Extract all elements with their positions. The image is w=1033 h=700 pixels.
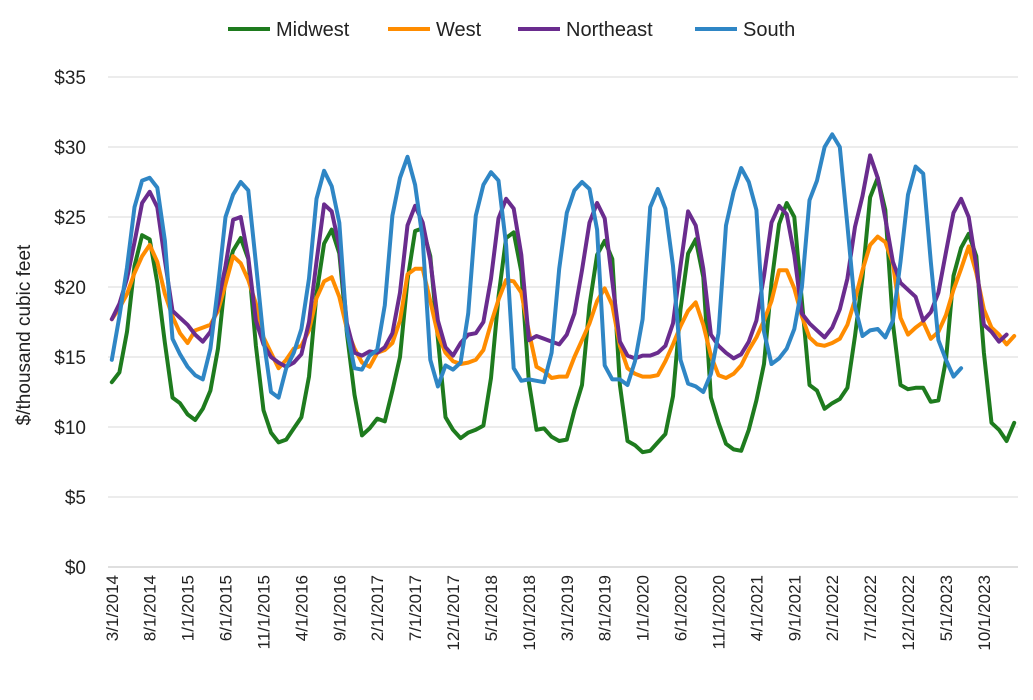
legend-label-midwest: Midwest bbox=[276, 19, 350, 41]
legend-label-south: South bbox=[743, 19, 795, 41]
x-tick-label: 3/1/2019 bbox=[558, 575, 577, 641]
legend-label-northeast: Northeast bbox=[566, 19, 653, 41]
x-tick-label: 10/1/2018 bbox=[520, 575, 539, 651]
gridlines bbox=[108, 76, 1018, 568]
series-midwest-line bbox=[109, 175, 1017, 455]
y-axis-ticks: $0 $5 $10 $15 $20 $25 $30 $35 bbox=[54, 68, 86, 579]
x-tick-label: 4/1/2021 bbox=[747, 575, 766, 641]
legend: Midwest West Northeast South bbox=[228, 19, 795, 41]
x-axis-ticks: 3/1/2014 8/1/2014 1/1/2015 6/1/2015 11/1/201… bbox=[103, 575, 994, 651]
x-tick-label: 2/1/2017 bbox=[368, 575, 387, 641]
x-tick-label: 4/1/2016 bbox=[292, 575, 311, 641]
y-tick-label: $20 bbox=[54, 278, 86, 299]
x-tick-label: 12/1/2022 bbox=[899, 575, 918, 651]
y-tick-label: $35 bbox=[54, 68, 86, 89]
x-tick-label: 9/1/2021 bbox=[785, 575, 804, 641]
x-tick-label: 7/1/2022 bbox=[861, 575, 880, 641]
y-tick-label: $30 bbox=[54, 138, 86, 159]
x-tick-label: 8/1/2019 bbox=[596, 575, 615, 641]
x-tick-label: 1/1/2020 bbox=[634, 575, 653, 641]
x-tick-label: 8/1/2014 bbox=[141, 575, 160, 641]
x-tick-label: 3/1/2014 bbox=[103, 575, 122, 641]
series-northeast-line bbox=[109, 153, 1009, 369]
series-lines bbox=[109, 132, 1017, 455]
y-tick-label: $10 bbox=[54, 418, 86, 439]
x-tick-label: 9/1/2016 bbox=[330, 575, 349, 641]
y-tick-label: $0 bbox=[65, 558, 86, 579]
x-tick-label: 12/1/2017 bbox=[444, 575, 463, 651]
x-tick-label: 7/1/2017 bbox=[406, 575, 425, 641]
y-tick-label: $25 bbox=[54, 208, 86, 229]
x-tick-label: 5/1/2018 bbox=[482, 575, 501, 641]
y-tick-label: $15 bbox=[54, 348, 86, 369]
x-tick-label: 11/1/2020 bbox=[709, 575, 728, 649]
x-tick-label: 6/1/2015 bbox=[217, 575, 236, 641]
x-tick-label: 10/1/2023 bbox=[975, 575, 994, 651]
x-tick-label: 11/1/2015 bbox=[254, 575, 273, 649]
x-tick-label: 5/1/2023 bbox=[937, 575, 956, 641]
x-tick-label: 1/1/2015 bbox=[179, 575, 198, 641]
x-tick-label: 6/1/2020 bbox=[672, 575, 691, 641]
y-axis-title: $/thousand cubic feet bbox=[14, 244, 35, 425]
legend-label-west: West bbox=[436, 19, 482, 41]
series-south-line bbox=[109, 132, 964, 400]
y-tick-label: $5 bbox=[65, 488, 86, 509]
x-tick-label: 2/1/2022 bbox=[823, 575, 842, 641]
